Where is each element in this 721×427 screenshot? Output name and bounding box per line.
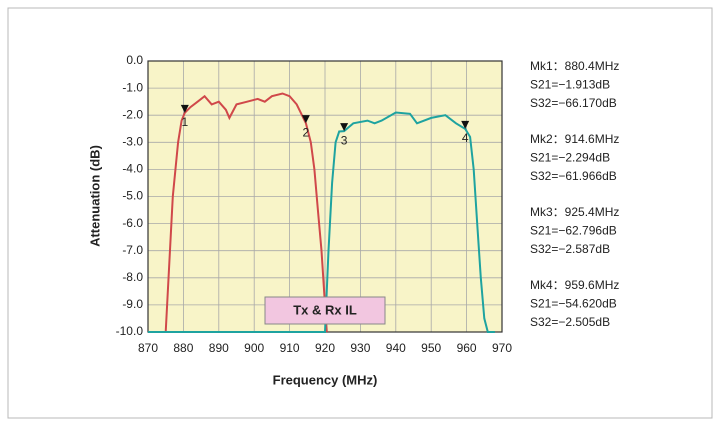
marker [340, 123, 349, 132]
marker-readout: S32=−2.587dB [530, 242, 610, 256]
marker-readout: S32=−61.966dB [530, 169, 617, 183]
x-tick-label: 900 [244, 341, 264, 355]
marker-readout: Mk2：914.6MHz [530, 132, 619, 146]
x-axis-label: Frequency (MHz) [273, 372, 378, 387]
y-tick-label: -9.0 [122, 297, 143, 311]
x-tick-label: 930 [350, 341, 370, 355]
annotation: Tx & Rx IL [293, 302, 357, 317]
line [148, 111, 495, 333]
x-tick-label: 970 [492, 341, 512, 355]
marker-readout: S21=−2.294dB [530, 151, 610, 165]
annotation-box [264, 296, 386, 325]
marker-label: 1 [181, 115, 188, 129]
x-tick-label: 960 [457, 341, 477, 355]
marker-readout: S21=−1.913dB [530, 78, 610, 92]
marker-readout: Mk1：880.4MHz [530, 59, 619, 73]
marker [461, 120, 470, 129]
y-tick-label: -8.0 [122, 270, 143, 284]
x-tick-label: 870 [138, 341, 158, 355]
y-tick-label: -10.0 [116, 324, 144, 338]
y-axis-label: Attenuation (dB) [87, 145, 102, 247]
y-tick-label: -5.0 [122, 189, 143, 203]
marker-readout: Mk4：959.6MHz [530, 278, 619, 292]
x-tick-label: 920 [315, 341, 335, 355]
line [164, 92, 328, 333]
y-tick-label: -2.0 [122, 107, 143, 121]
marker [301, 115, 310, 124]
y-tick-label: -1.0 [122, 80, 143, 94]
marker-label: 3 [341, 133, 348, 147]
marker-label: 4 [462, 131, 469, 145]
x-tick-label: 950 [421, 341, 441, 355]
marker-readout: S32=−2.505dB [530, 315, 610, 329]
y-tick-label: -4.0 [122, 162, 143, 176]
x-tick-label: 880 [173, 341, 193, 355]
y-tick-label: -7.0 [122, 243, 143, 257]
marker-label: 2 [303, 125, 310, 139]
y-tick-label: 0.0 [126, 53, 143, 67]
y-tick-label: -6.0 [122, 216, 143, 230]
x-tick-label: 910 [280, 341, 300, 355]
marker-readout: S32=−66.170dB [530, 96, 617, 110]
marker [180, 104, 189, 113]
marker-readout: S21=−54.620dB [530, 297, 617, 311]
y-tick-label: -3.0 [122, 134, 143, 148]
x-tick-label: 940 [386, 341, 406, 355]
marker-readout: Mk3：925.4MHz [530, 205, 619, 219]
x-tick-label: 890 [209, 341, 229, 355]
marker-readout: S21=−62.796dB [530, 224, 617, 238]
